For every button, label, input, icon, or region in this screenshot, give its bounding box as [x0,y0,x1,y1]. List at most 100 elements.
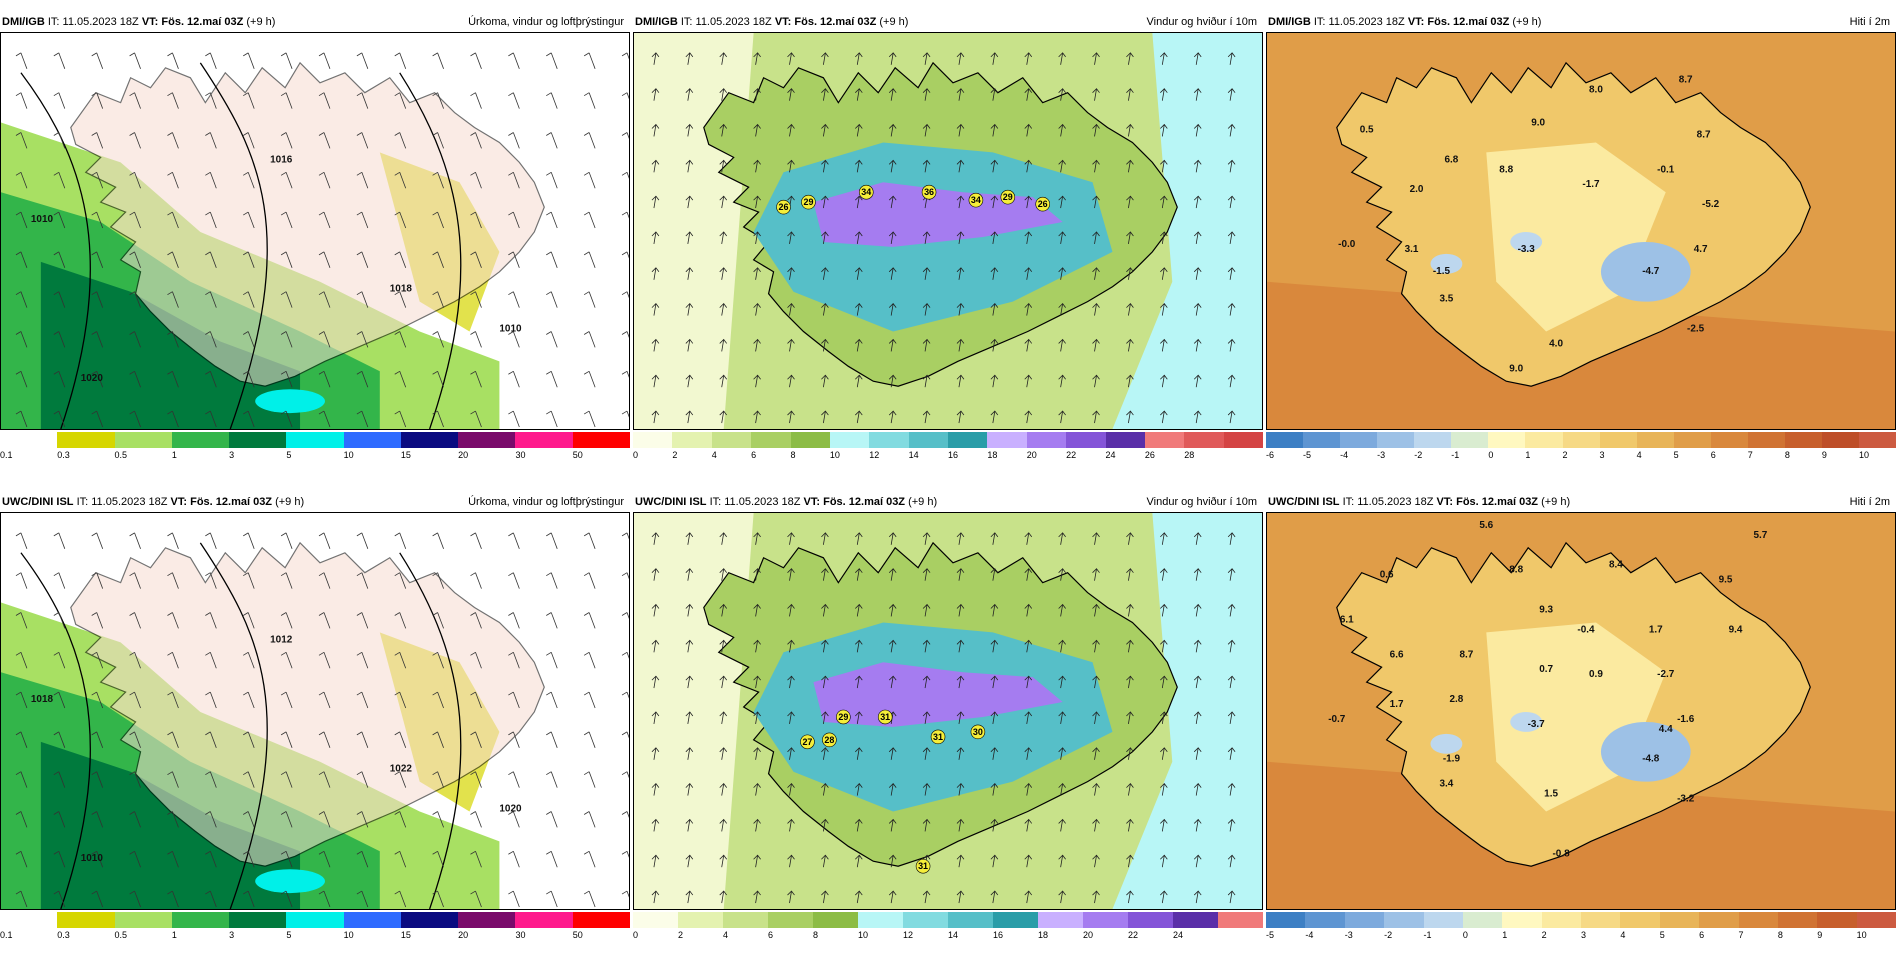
temp-map: 5.6 5.7 0.6 8.8 8.4 9.5 6.1 9.3 -0.4 1.7 9.4 6.6 8.7… [1266,512,1896,910]
wind-barb-flag [280,771,287,776]
panel-title: Hiti í 2m [1849,16,1890,28]
wind-arrow-head [956,711,965,717]
wind-barb [550,410,558,428]
wind-barb [285,731,293,748]
wind-arrow-head [1058,195,1066,201]
legend-tick-label: 0.3 [57,450,70,460]
temperature-value: 8.7 [1679,75,1693,86]
wind-barb-flag [470,370,476,375]
wind-barb-flag [356,691,363,696]
wind-barb [512,251,520,268]
temperature-value: 0.5 [1360,125,1374,136]
wind-barb-flag [470,651,476,656]
legend-swatch [1562,432,1600,448]
wind-barb-flag [470,612,476,616]
wind-arrow-head [821,231,829,237]
temperature-value: -0.0 [1338,239,1356,250]
wind-barb [20,251,28,268]
wind-arrow [755,160,758,173]
wind-arrow [755,339,758,352]
wind-barb [323,132,331,149]
wind-barb-flag [91,651,97,656]
wind-barb-flag [129,651,135,656]
wind-barb [626,52,629,60]
wind-barb-flag [53,251,60,256]
wind-arrow [1195,267,1199,280]
wind-barb [58,572,66,589]
wind-barb-flag [53,171,60,176]
wind-arrow [1060,52,1064,65]
wind-arrow-head [1092,568,1100,573]
wind-barb-flag [356,811,363,815]
legend-swatch [1414,432,1452,448]
wind-arrow [755,747,758,760]
wind-barb [172,331,179,348]
legend-swatch [948,432,988,448]
wind-arrow-head [1058,711,1066,717]
wind-arrow-head [1193,374,1202,380]
wind-arrow [1026,339,1030,352]
wind-barb-flag [432,651,438,656]
wind-barb [437,731,444,748]
wind-arrow-head [1024,675,1033,681]
wind-arrow [653,124,657,137]
wind-arrow [1161,160,1165,173]
wind-barb [96,691,104,709]
wind-barb-flag [470,52,476,57]
legend-swatch [829,432,870,448]
wind-barb [437,851,444,868]
legend-tick-label: 20 [1026,450,1037,460]
gust-marker [970,724,986,740]
wind-arrow-head [1193,267,1202,273]
wind-arrow-head [1058,410,1066,416]
wind-arrow [958,676,962,689]
wind-arrow [687,819,691,832]
wind-barb-flag [129,92,135,97]
wind-arrow-head [1126,88,1134,93]
wind-barb-flag [91,572,97,577]
wind-arrow-head [855,267,863,273]
wind-barb-flag [243,92,249,97]
wind-arrow-head [1092,410,1100,416]
wind-barb [550,771,558,788]
wind-barb [134,811,141,828]
gust-value: 34 [971,195,981,205]
wind-arrow [958,196,962,209]
wind-arrow-head [1058,783,1066,788]
wind-barb [512,172,520,189]
wind-arrow-head [1227,267,1236,273]
wind-arrow [856,604,860,617]
wind-barb [285,132,293,149]
wind-arrow-head [888,374,897,380]
wind-barb [58,612,66,629]
wind-barb-flag [394,731,400,736]
wind-barb-flag [243,651,249,656]
wind-barb-flag [205,92,211,97]
wind-arrow [1094,604,1097,617]
wind-barb-flag [508,731,514,736]
legend-tick-label: -2 [1384,930,1393,940]
wind-barb [626,291,629,299]
legend-tick-label: 30 [515,930,526,940]
wind-arrow-head [753,818,761,824]
legend-color-bar [1266,432,1897,448]
wind-arrow [789,124,792,137]
wind-arrow [823,604,826,617]
temperature-value: -2.7 [1657,669,1675,680]
wind-arrow [1094,568,1097,581]
wind-barb-flag [508,572,514,577]
legend-tick-label: 9 [1817,930,1823,940]
temperature-value: -0.8 [1552,848,1570,859]
wind-barb-flag [621,771,628,776]
wind-arrow [1060,532,1064,545]
panel-temp-dmi: DMI/IGB IT: 11.05.2023 18Z VT: Fös. 12.m… [1266,12,1897,482]
wind-barb [323,92,331,109]
wind-barb [209,132,217,149]
wind-arrow-head [787,338,795,344]
wind-barb [626,691,629,699]
wind-arrow [1060,88,1064,101]
legend-swatch [1266,912,1306,928]
wind-barb [58,410,66,428]
temperature-value: 8.7 [1697,129,1711,140]
panel-header: UWC/DINI ISL IT: 11.05.2023 18Z VT: Fös.… [0,492,630,512]
